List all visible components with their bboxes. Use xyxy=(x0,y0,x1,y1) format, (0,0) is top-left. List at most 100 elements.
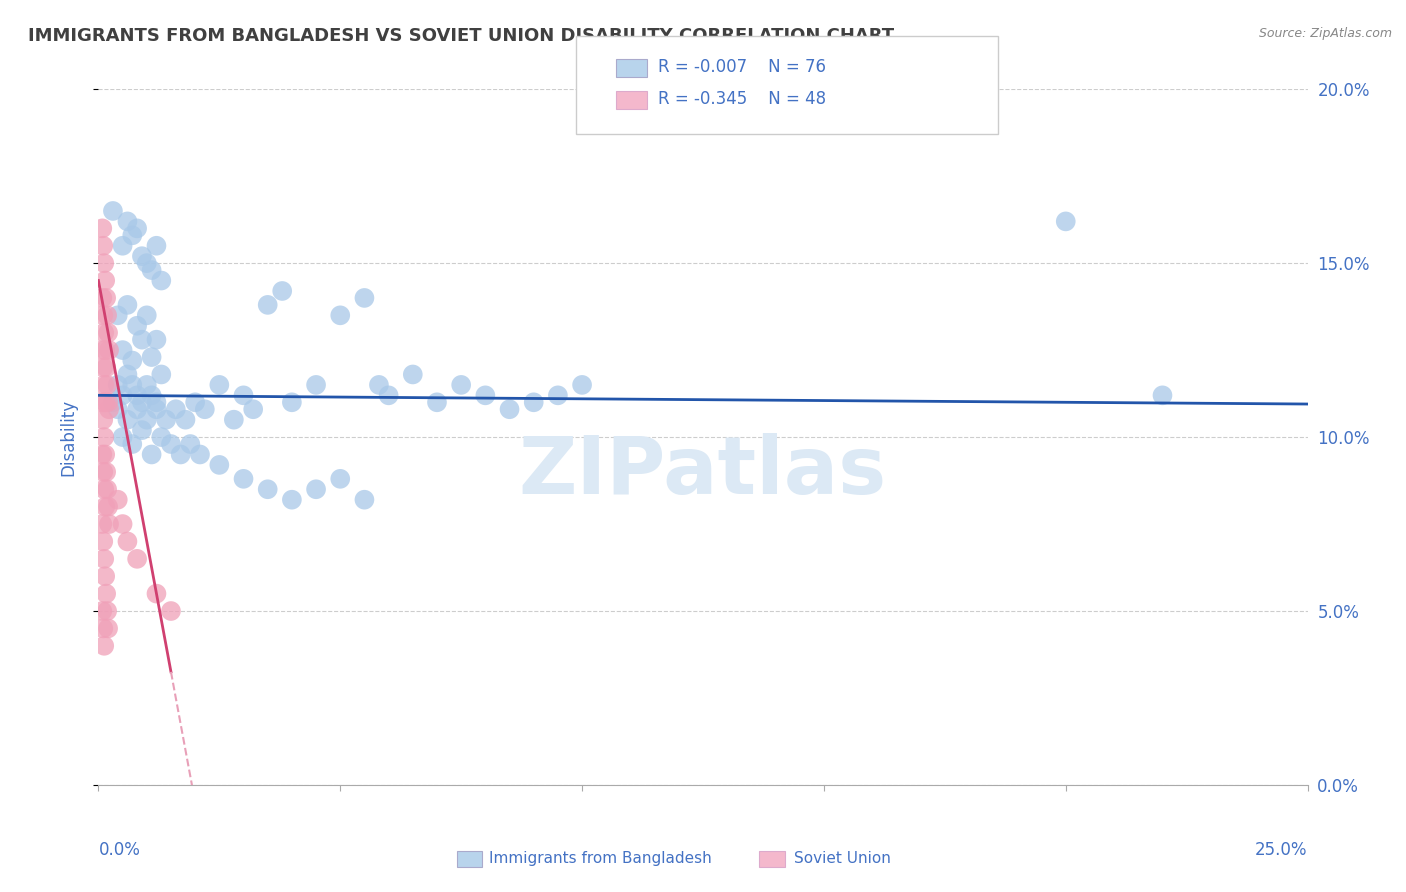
Point xyxy=(127,402,149,417)
Point xyxy=(305,377,328,392)
Text: 0.0%: 0.0% xyxy=(98,840,141,859)
Point xyxy=(353,492,375,507)
Point xyxy=(353,291,375,305)
Point xyxy=(117,298,139,312)
Point xyxy=(91,309,114,323)
Text: R = -0.345    N = 48: R = -0.345 N = 48 xyxy=(658,90,827,108)
Point xyxy=(131,423,153,437)
Point xyxy=(121,353,143,368)
Point xyxy=(98,402,121,417)
Y-axis label: Disability: Disability xyxy=(59,399,77,475)
Text: 25.0%: 25.0% xyxy=(1256,840,1308,859)
Point xyxy=(150,368,173,382)
Text: Source: ZipAtlas.com: Source: ZipAtlas.com xyxy=(1258,27,1392,40)
Text: ZIPatlas: ZIPatlas xyxy=(519,433,887,511)
Point xyxy=(93,482,115,496)
Point xyxy=(117,214,139,228)
Point xyxy=(91,291,114,305)
Point xyxy=(93,551,115,566)
Point xyxy=(107,377,129,392)
Point xyxy=(94,500,117,514)
Point xyxy=(97,621,120,635)
Point xyxy=(93,256,115,270)
Point xyxy=(96,360,118,375)
Point xyxy=(91,238,114,253)
Point xyxy=(96,377,118,392)
Point xyxy=(117,368,139,382)
Point xyxy=(145,333,167,347)
Point xyxy=(127,318,149,333)
Point xyxy=(93,430,115,444)
Point xyxy=(222,412,245,426)
Point xyxy=(426,395,449,409)
Point xyxy=(242,402,264,417)
Point xyxy=(127,551,149,566)
Point xyxy=(96,482,118,496)
Point xyxy=(91,395,114,409)
Point xyxy=(91,221,114,235)
Point xyxy=(169,447,191,462)
Point xyxy=(155,412,177,426)
Point xyxy=(94,395,117,409)
Point xyxy=(131,333,153,347)
Point xyxy=(141,350,163,364)
Point xyxy=(523,395,546,409)
Point xyxy=(127,221,149,235)
Point xyxy=(450,377,472,392)
Point xyxy=(281,395,304,409)
Point xyxy=(111,388,134,402)
Point xyxy=(117,412,139,426)
Point xyxy=(97,395,120,409)
Point xyxy=(91,516,114,531)
Point xyxy=(91,534,114,549)
Point xyxy=(97,326,120,340)
Point xyxy=(150,430,173,444)
Point xyxy=(91,621,114,635)
Point xyxy=(93,639,115,653)
Point xyxy=(98,516,121,531)
Point xyxy=(174,412,197,426)
Point xyxy=(111,343,134,358)
Point xyxy=(94,273,117,287)
Point xyxy=(98,343,121,358)
Point xyxy=(141,447,163,462)
Text: Immigrants from Bangladesh: Immigrants from Bangladesh xyxy=(489,851,711,865)
Point xyxy=(571,377,593,392)
Point xyxy=(402,368,425,382)
Point xyxy=(188,447,211,462)
Point xyxy=(232,472,254,486)
Point xyxy=(135,256,157,270)
Point xyxy=(141,388,163,402)
Point xyxy=(135,412,157,426)
Point xyxy=(271,284,294,298)
Point xyxy=(117,534,139,549)
Point xyxy=(184,395,207,409)
Point xyxy=(256,298,278,312)
Point xyxy=(121,437,143,451)
Point xyxy=(256,482,278,496)
Point xyxy=(329,309,352,323)
Point xyxy=(145,238,167,253)
Point xyxy=(101,395,124,409)
Point xyxy=(111,238,134,253)
Point xyxy=(91,447,114,462)
Point xyxy=(1054,214,1077,228)
Point xyxy=(91,465,114,479)
Point xyxy=(107,402,129,417)
Text: Soviet Union: Soviet Union xyxy=(794,851,891,865)
Point xyxy=(135,377,157,392)
Point xyxy=(547,388,569,402)
Point xyxy=(91,360,114,375)
Text: IMMIGRANTS FROM BANGLADESH VS SOVIET UNION DISABILITY CORRELATION CHART: IMMIGRANTS FROM BANGLADESH VS SOVIET UNI… xyxy=(28,27,894,45)
Text: R = -0.007    N = 76: R = -0.007 N = 76 xyxy=(658,58,825,76)
Point xyxy=(127,388,149,402)
Point xyxy=(165,402,187,417)
Point xyxy=(368,377,391,392)
Point xyxy=(232,388,254,402)
Point xyxy=(101,203,124,218)
Point xyxy=(94,447,117,462)
Point xyxy=(208,377,231,392)
Point xyxy=(96,291,118,305)
Point xyxy=(107,309,129,323)
Point xyxy=(281,492,304,507)
